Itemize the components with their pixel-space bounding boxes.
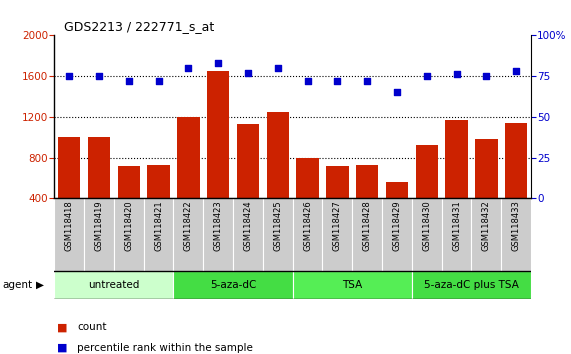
Text: GSM118424: GSM118424 — [243, 200, 252, 251]
Point — [422, 73, 431, 79]
Bar — [203, 198, 233, 271]
Bar — [352, 198, 382, 271]
Bar — [475, 139, 497, 239]
Text: GSM118426: GSM118426 — [303, 200, 312, 251]
Bar — [114, 198, 144, 271]
Bar — [177, 117, 199, 239]
Text: agent: agent — [3, 280, 33, 290]
Point — [452, 72, 461, 77]
Text: GSM118432: GSM118432 — [482, 200, 491, 251]
Point — [363, 78, 372, 84]
Bar — [144, 198, 174, 271]
Bar — [267, 112, 289, 239]
Text: GSM118429: GSM118429 — [392, 200, 401, 251]
Bar — [84, 198, 114, 271]
Bar — [237, 124, 259, 239]
Point — [214, 60, 223, 66]
Bar — [174, 271, 292, 299]
Bar — [472, 198, 501, 271]
Bar — [147, 165, 170, 239]
Bar — [441, 198, 472, 271]
Point — [154, 78, 163, 84]
Bar — [416, 145, 438, 239]
Point — [392, 90, 401, 95]
Bar — [326, 166, 348, 239]
Bar — [386, 182, 408, 239]
Bar — [412, 271, 531, 299]
Text: GSM118421: GSM118421 — [154, 200, 163, 251]
Text: GSM118427: GSM118427 — [333, 200, 342, 251]
Text: ■: ■ — [57, 343, 67, 353]
Text: percentile rank within the sample: percentile rank within the sample — [77, 343, 253, 353]
Text: 5-aza-dC plus TSA: 5-aza-dC plus TSA — [424, 280, 519, 290]
Bar — [382, 198, 412, 271]
Bar — [174, 198, 203, 271]
Point — [65, 73, 74, 79]
Point — [273, 65, 282, 71]
Bar — [207, 71, 230, 239]
Point — [303, 78, 312, 84]
Point — [184, 65, 193, 71]
Bar — [54, 271, 174, 299]
Point — [333, 78, 342, 84]
Text: 5-aza-dC: 5-aza-dC — [210, 280, 256, 290]
Text: GSM118422: GSM118422 — [184, 200, 193, 251]
Text: GDS2213 / 222771_s_at: GDS2213 / 222771_s_at — [64, 20, 214, 33]
Point — [243, 70, 252, 76]
Bar — [292, 198, 323, 271]
Bar — [505, 123, 527, 239]
Bar — [58, 137, 81, 239]
Bar — [501, 198, 531, 271]
Bar — [296, 158, 319, 239]
Bar — [412, 198, 441, 271]
Bar — [233, 198, 263, 271]
Bar — [88, 137, 110, 239]
Bar — [54, 198, 84, 271]
Bar — [445, 120, 468, 239]
Text: GSM118425: GSM118425 — [274, 200, 282, 251]
Point — [124, 78, 133, 84]
Bar — [292, 271, 412, 299]
Text: GSM118418: GSM118418 — [65, 200, 74, 251]
Text: GSM118420: GSM118420 — [124, 200, 133, 251]
Text: GSM118428: GSM118428 — [363, 200, 372, 251]
Text: TSA: TSA — [342, 280, 363, 290]
Text: untreated: untreated — [88, 280, 139, 290]
Bar — [323, 198, 352, 271]
Text: GSM118433: GSM118433 — [512, 200, 521, 251]
Bar — [356, 165, 379, 239]
Text: GSM118430: GSM118430 — [422, 200, 431, 251]
Bar — [263, 198, 292, 271]
Point — [512, 68, 521, 74]
Point — [94, 73, 103, 79]
Text: GSM118423: GSM118423 — [214, 200, 223, 251]
Text: count: count — [77, 322, 107, 332]
Text: ▶: ▶ — [36, 280, 44, 290]
Text: GSM118431: GSM118431 — [452, 200, 461, 251]
Point — [482, 73, 491, 79]
Bar — [118, 166, 140, 239]
Text: GSM118419: GSM118419 — [94, 200, 103, 251]
Text: ■: ■ — [57, 322, 67, 332]
